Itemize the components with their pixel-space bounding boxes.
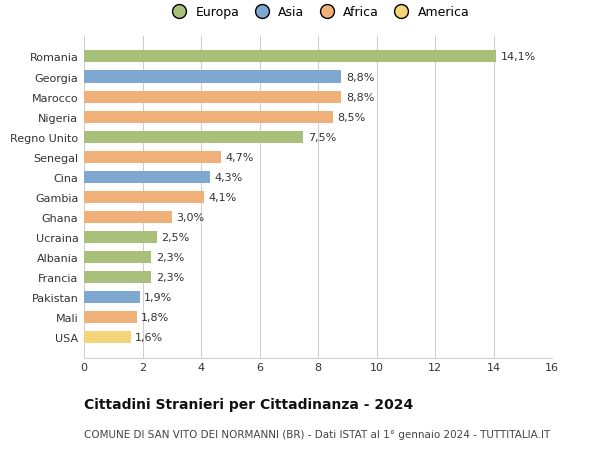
Text: 8,8%: 8,8% <box>346 92 374 102</box>
Text: Cittadini Stranieri per Cittadinanza - 2024: Cittadini Stranieri per Cittadinanza - 2… <box>84 397 413 411</box>
Bar <box>84 112 332 123</box>
Text: 2,3%: 2,3% <box>155 272 184 282</box>
Text: 1,8%: 1,8% <box>141 313 169 322</box>
Bar <box>84 191 204 203</box>
Text: 2,5%: 2,5% <box>161 232 190 242</box>
Bar <box>84 331 131 343</box>
Text: 8,8%: 8,8% <box>346 73 374 82</box>
Text: COMUNE DI SAN VITO DEI NORMANNI (BR) - Dati ISTAT al 1° gennaio 2024 - TUTTITALI: COMUNE DI SAN VITO DEI NORMANNI (BR) - D… <box>84 429 550 439</box>
Text: 4,1%: 4,1% <box>208 192 236 202</box>
Bar <box>84 171 210 183</box>
Text: 14,1%: 14,1% <box>501 52 536 62</box>
Bar <box>84 212 172 224</box>
Text: 3,0%: 3,0% <box>176 213 204 222</box>
Text: 1,9%: 1,9% <box>144 292 172 302</box>
Bar <box>84 311 137 324</box>
Text: 7,5%: 7,5% <box>308 132 336 142</box>
Bar <box>84 131 304 143</box>
Bar <box>84 231 157 243</box>
Bar <box>84 91 341 103</box>
Text: 2,3%: 2,3% <box>155 252 184 263</box>
Legend: Europa, Asia, Africa, America: Europa, Asia, Africa, America <box>161 1 475 24</box>
Bar <box>84 71 341 84</box>
Text: 4,7%: 4,7% <box>226 152 254 162</box>
Bar <box>84 51 496 63</box>
Text: 4,3%: 4,3% <box>214 173 242 182</box>
Text: 1,6%: 1,6% <box>135 332 163 342</box>
Bar <box>84 151 221 163</box>
Bar <box>84 252 151 263</box>
Bar <box>84 291 140 303</box>
Text: 8,5%: 8,5% <box>337 112 365 123</box>
Bar <box>84 271 151 283</box>
